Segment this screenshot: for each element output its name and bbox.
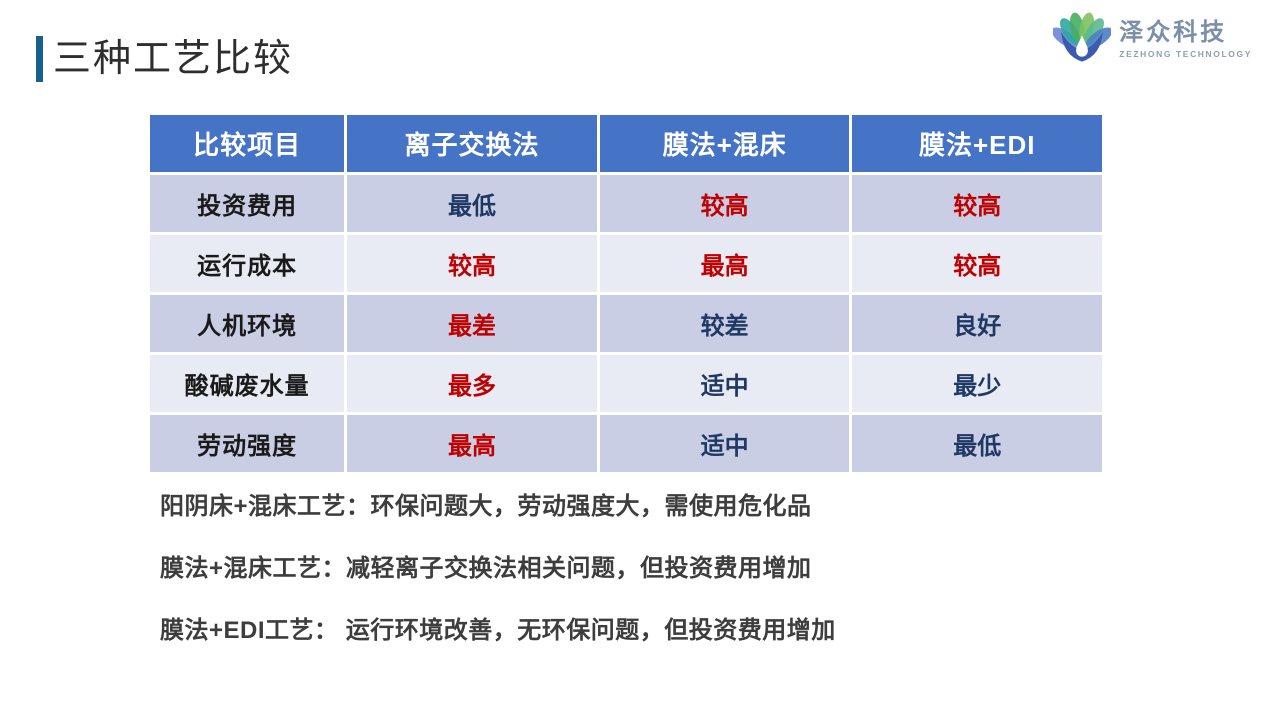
- lotus-flower-icon: [1053, 12, 1112, 62]
- table-value-cell: 良好: [852, 295, 1102, 352]
- table-header-cell: 膜法+混床: [599, 115, 850, 172]
- title-accent-bar: [36, 36, 43, 82]
- table-value-cell: 最高: [347, 415, 597, 472]
- table-value-cell: 最高: [599, 235, 850, 292]
- table-header-row: 比较项目 离子交换法 膜法+混床 膜法+EDI: [150, 115, 1102, 172]
- table-value-cell: 较高: [852, 175, 1102, 232]
- logo-company-name: 泽众科技: [1119, 18, 1228, 46]
- logo-company-subtitle: ZEZHONG TECHNOLOGY: [1119, 48, 1252, 59]
- table-value-cell: 最低: [852, 415, 1102, 472]
- table-value-cell: 较高: [599, 175, 850, 232]
- comparison-table: 比较项目 离子交换法 膜法+混床 膜法+EDI 投资费用 最低 较高 较高 运行成本 较高 最高较…: [147, 112, 1105, 475]
- table-header-cell: 离子交换法: [347, 115, 597, 172]
- logo-text-block: 泽众科技 ZEZHONG TECHNOLOGY: [1119, 18, 1252, 59]
- row-label-cell: 劳动强度: [150, 415, 345, 472]
- table-header-cell: 比较项目: [150, 115, 345, 172]
- row-label-cell: 人机环境: [150, 295, 345, 352]
- table-value-cell: 较高: [852, 235, 1102, 292]
- note-line: 膜法+EDI工艺： 运行环境改善，无环保问题，但投资费用增加: [160, 617, 836, 644]
- row-label-cell: 投资费用: [150, 175, 345, 232]
- process-notes: 阳阴床+混床工艺：环保问题大，劳动强度大，需使用危化品 膜法+混床工艺：减轻离子交…: [160, 490, 836, 676]
- page-title: 三种工艺比较: [53, 38, 294, 80]
- table-value-cell: 最差: [347, 295, 597, 352]
- table-value-cell: 最多: [347, 355, 597, 412]
- table-header-cell: 膜法+EDI: [852, 115, 1102, 172]
- table-value-cell: 最少: [852, 355, 1102, 412]
- table-value-cell: 适中: [599, 415, 850, 472]
- row-label-cell: 运行成本: [150, 235, 345, 292]
- note-line: 阳阴床+混床工艺：环保问题大，劳动强度大，需使用危化品: [160, 493, 812, 520]
- table-value-cell: 最低: [347, 175, 597, 232]
- table-value-cell: 适中: [599, 355, 850, 412]
- title-block: 三种工艺比较: [36, 36, 293, 82]
- company-logo: 泽众科技 ZEZHONG TECHNOLOGY: [1053, 10, 1252, 68]
- table-row: 劳动强度 最高 适中 最低: [150, 415, 1102, 472]
- row-label-cell: 酸碱废水量: [150, 355, 345, 412]
- table-row: 投资费用 最低 较高 较高: [150, 175, 1102, 232]
- table-value-cell: 较差: [599, 295, 850, 352]
- note-line: 膜法+混床工艺：减轻离子交换法相关问题，但投资费用增加: [160, 555, 812, 582]
- table-value-cell: 较高: [347, 235, 597, 292]
- table-row: 酸碱废水量 最多 适中 最少: [150, 355, 1102, 412]
- table-row: 人机环境 最差 较差 良好: [150, 295, 1102, 352]
- table-row: 运行成本 较高 最高 较高: [150, 235, 1102, 292]
